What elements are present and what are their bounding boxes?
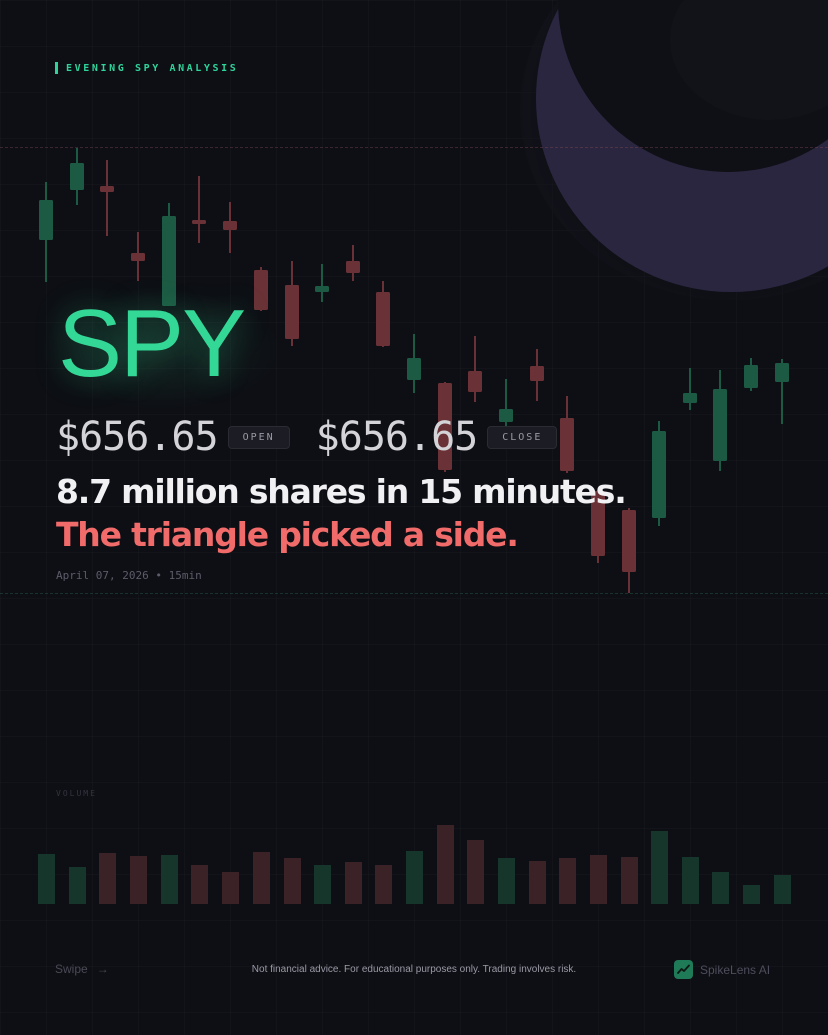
headline: 8.7 million shares in 15 minutes. The tr… xyxy=(56,470,627,556)
volume-bar xyxy=(743,885,760,904)
volume-label: VOLUME xyxy=(56,789,97,798)
candle xyxy=(192,176,206,243)
volume-bar xyxy=(651,831,668,904)
volume-bar xyxy=(375,865,392,904)
candle xyxy=(499,379,513,433)
candle xyxy=(315,264,329,302)
eyebrow: EVENING SPY ANALYSIS xyxy=(55,62,238,74)
brand-name: SpikeLens AI xyxy=(700,962,771,977)
candle xyxy=(407,334,421,393)
date-timeframe: April 07, 2026 • 15min xyxy=(56,569,202,582)
candle xyxy=(591,490,605,563)
volume-bar xyxy=(682,857,699,904)
close-badge: CLOSE xyxy=(487,425,558,449)
volume-bar xyxy=(345,862,362,904)
volume-bar xyxy=(467,840,484,904)
arrow-right-icon: → xyxy=(96,962,109,976)
candle xyxy=(162,203,176,306)
candle xyxy=(376,281,390,347)
candle xyxy=(744,358,758,391)
headline-line-1: 8.7 million shares in 15 minutes. xyxy=(56,472,627,511)
footer: Swipe → Not financial advice. For educat… xyxy=(0,960,828,980)
volume-bar xyxy=(529,861,546,904)
candle xyxy=(713,370,727,471)
eyebrow-accent-bar xyxy=(55,62,58,74)
volume-bar xyxy=(191,865,208,904)
brand: SpikeLens AI xyxy=(674,960,770,979)
swipe-label: Swipe xyxy=(55,962,88,976)
volume-bar xyxy=(69,867,86,904)
support-line xyxy=(0,593,828,594)
volume-bar xyxy=(253,852,270,904)
volume-bar xyxy=(406,851,423,904)
candle xyxy=(622,508,636,593)
volume-bar xyxy=(130,856,147,904)
candle xyxy=(560,396,574,473)
trend-line-icon xyxy=(674,960,693,979)
open-badge: OPEN xyxy=(227,425,290,449)
candle xyxy=(775,359,789,424)
volume-bar xyxy=(314,865,331,904)
volume-bar xyxy=(774,875,791,904)
ticker-symbol: SPY xyxy=(58,290,246,397)
close-price: $656.65 xyxy=(315,414,479,460)
volume-bar xyxy=(161,855,178,904)
candle xyxy=(438,382,452,472)
volume-bar xyxy=(222,872,239,904)
volume-bar xyxy=(99,853,116,904)
volume-bar xyxy=(559,858,576,904)
candle xyxy=(346,245,360,281)
candle xyxy=(530,349,544,401)
swipe-button[interactable]: Swipe → xyxy=(55,962,109,976)
volume-bar xyxy=(498,858,515,904)
candle xyxy=(131,232,145,281)
open-price: $656.65 xyxy=(56,414,219,460)
candle xyxy=(39,182,53,282)
volume-bar xyxy=(621,857,638,904)
volume-bar xyxy=(712,872,729,904)
candle xyxy=(100,160,114,236)
resistance-line xyxy=(0,147,828,148)
candle xyxy=(652,421,666,526)
candle xyxy=(223,202,237,253)
volume-bar xyxy=(437,825,454,904)
candle xyxy=(285,261,299,346)
disclaimer: Not financial advice. For educational pu… xyxy=(251,964,577,975)
ticker-glow xyxy=(40,290,280,410)
candle xyxy=(468,336,482,402)
volume-bar xyxy=(590,855,607,904)
candle xyxy=(254,267,268,311)
volume-bar xyxy=(284,858,301,904)
candle xyxy=(683,368,697,410)
headline-line-2: The triangle picked a side. xyxy=(56,515,519,554)
volume-bar xyxy=(38,854,55,904)
candle xyxy=(70,148,84,205)
eyebrow-label: EVENING SPY ANALYSIS xyxy=(66,62,239,74)
price-row: $656.65 OPEN $656.65 CLOSE xyxy=(56,414,558,460)
